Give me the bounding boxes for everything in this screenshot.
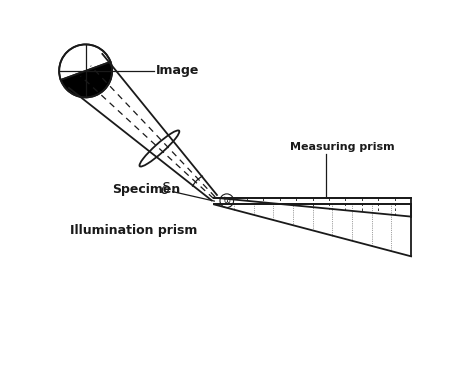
Wedge shape [59,45,110,80]
Text: Image: Image [155,65,199,78]
Text: Illumination prism: Illumination prism [71,225,198,237]
Text: Measuring prism: Measuring prism [290,142,395,152]
Text: Specimen: Specimen [112,183,181,196]
Text: ω: ω [223,196,230,205]
Text: δ: δ [161,182,171,197]
Wedge shape [61,62,112,98]
